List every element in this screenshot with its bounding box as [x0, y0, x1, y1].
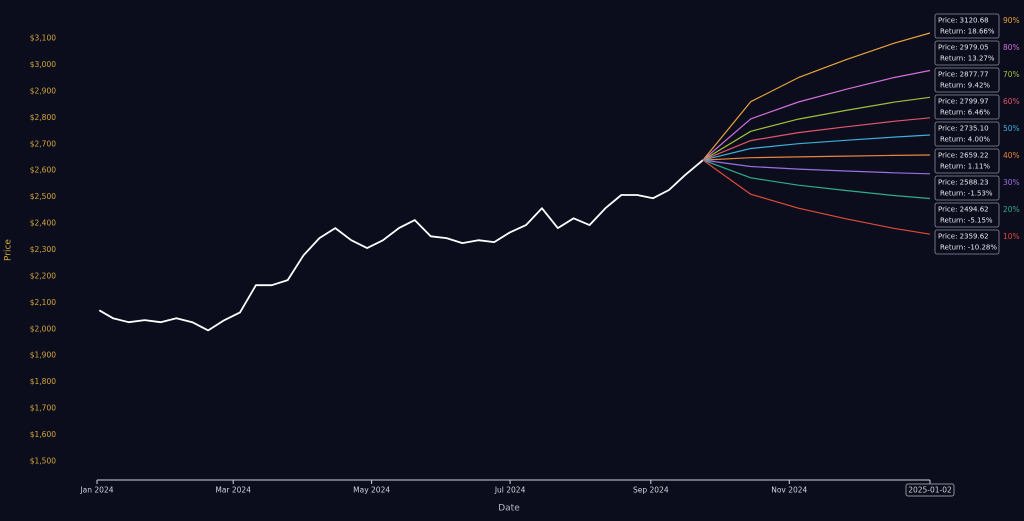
annotation-box — [934, 229, 1000, 255]
series-line — [702, 159, 931, 175]
annotation-return: Return: 1.11% — [940, 163, 990, 171]
annotation-box — [934, 202, 1000, 228]
annotation-return: Return: 4.00% — [940, 136, 990, 144]
annotation-price: Price: 2359.62 — [938, 233, 989, 241]
series-line — [702, 32, 931, 161]
y-tick-label: $2,800 — [30, 113, 56, 122]
annotation-return: Return: 18.66% — [940, 28, 995, 36]
y-tick-label: $2,700 — [30, 139, 56, 148]
annotation-box — [934, 40, 1000, 66]
annotation-price: Price: 2979.05 — [938, 44, 989, 52]
series-line — [702, 154, 931, 161]
annotation-price: Price: 2799.97 — [938, 98, 989, 106]
percentile-label: 70% — [1003, 70, 1020, 79]
y-axis-title: Price — [4, 239, 14, 261]
x-tick-label: Sep 2024 — [633, 486, 669, 495]
percentile-label: 90% — [1003, 16, 1020, 25]
x-tick-label: Jan 2024 — [79, 486, 113, 495]
percentile-label: 30% — [1003, 178, 1020, 187]
annotation-box — [934, 94, 1000, 120]
y-tick-label: $3,000 — [30, 60, 56, 69]
y-tick-label: $2,600 — [30, 166, 56, 175]
x-tick-label: May 2024 — [353, 486, 390, 495]
percentile-label: 50% — [1003, 124, 1020, 133]
y-tick-label: $1,600 — [30, 430, 56, 439]
y-tick-label: $2,000 — [30, 324, 56, 333]
percentile-label: 10% — [1003, 232, 1020, 241]
annotation-box — [934, 175, 1000, 201]
annotation-box — [934, 121, 1000, 147]
x-tick-label: Mar 2024 — [215, 486, 251, 495]
y-tick-label: $1,900 — [30, 351, 56, 360]
annotation-return: Return: 6.46% — [940, 109, 990, 117]
series-line — [702, 159, 931, 235]
percentile-label: 40% — [1003, 151, 1020, 160]
series-line — [98, 159, 704, 332]
y-tick-label: $2,900 — [30, 86, 56, 95]
series-line — [702, 134, 931, 161]
series-line — [702, 159, 931, 200]
annotation-price: Price: 2735.10 — [938, 125, 989, 133]
x-tick-box — [905, 483, 955, 497]
annotation-return: Return: -10.28% — [940, 244, 997, 252]
y-tick-label: $1,500 — [30, 456, 56, 465]
annotation-return: Return: 13.27% — [940, 55, 995, 63]
x-tick-label: 2025-01-02 — [908, 486, 952, 495]
x-axis-title: Date — [498, 504, 520, 514]
percentile-label: 60% — [1003, 97, 1020, 106]
percentile-label: 80% — [1003, 43, 1020, 52]
y-tick-label: $2,200 — [30, 271, 56, 280]
annotation-box — [934, 13, 1000, 39]
annotation-price: Price: 2877.77 — [938, 71, 989, 79]
x-tick-label: Nov 2024 — [771, 486, 807, 495]
x-tick-label: Jul 2024 — [494, 486, 526, 495]
y-tick-label: $2,400 — [30, 219, 56, 228]
y-tick-label: $2,500 — [30, 192, 56, 201]
series-line — [702, 69, 931, 161]
annotation-price: Price: 3120.68 — [938, 17, 989, 25]
y-tick-label: $1,800 — [30, 377, 56, 386]
series-line — [702, 117, 931, 161]
annotation-return: Return: -1.53% — [940, 190, 993, 198]
annotation-return: Return: 9.42% — [940, 82, 990, 90]
y-tick-label: $2,100 — [30, 298, 56, 307]
annotation-box — [934, 148, 1000, 174]
annotation-return: Return: -5.15% — [940, 217, 993, 225]
y-tick-label: $2,300 — [30, 245, 56, 254]
annotation-price: Price: 2494.62 — [938, 206, 989, 214]
y-tick-label: $1,700 — [30, 404, 56, 413]
annotation-price: Price: 2659.22 — [938, 152, 989, 160]
percentile-label: 20% — [1003, 205, 1020, 214]
annotation-price: Price: 2588.23 — [938, 179, 989, 187]
y-tick-label: $3,100 — [30, 34, 56, 43]
annotation-box — [934, 67, 1000, 93]
series-line — [702, 96, 931, 161]
